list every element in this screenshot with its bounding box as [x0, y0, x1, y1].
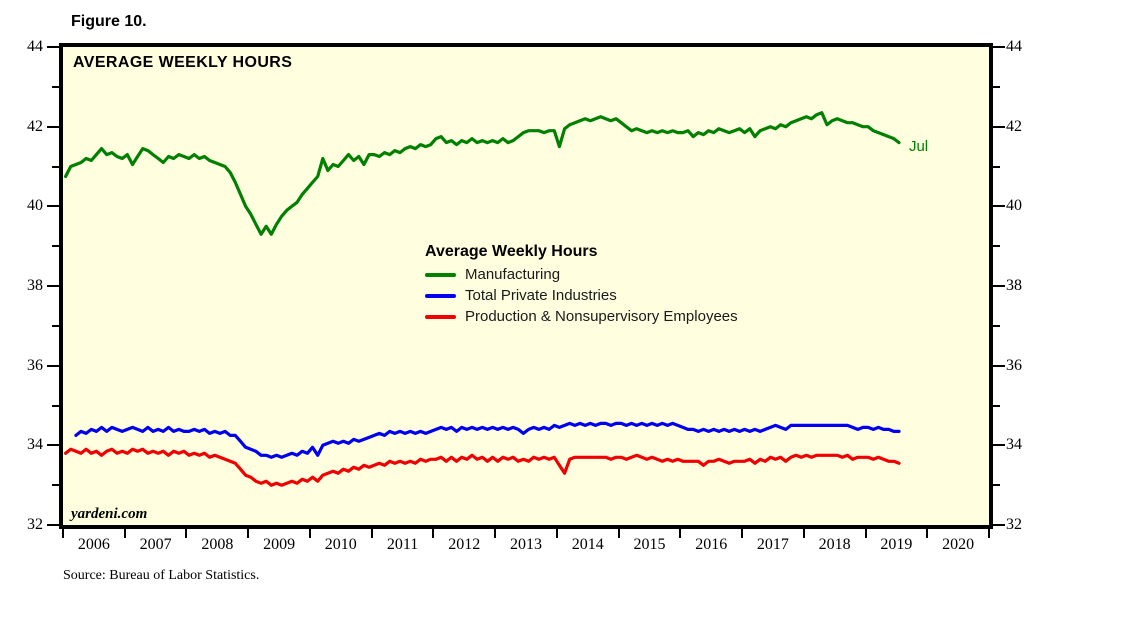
y-axis-tick: [993, 444, 1005, 447]
source-note: Source: Bureau of Labor Statistics.: [63, 568, 260, 583]
x-axis-tick: [185, 529, 188, 538]
x-axis-tick: [247, 529, 250, 538]
legend-label-production: Production & Nonsupervisory Employees: [465, 308, 738, 325]
y-axis-tick: [47, 364, 59, 367]
y-axis-tick: [993, 245, 1000, 248]
y-axis-label-left: 42: [27, 117, 43, 135]
x-axis-label: 2006: [77, 536, 110, 553]
y-axis-tick: [47, 524, 59, 526]
y-axis-label-left: 38: [27, 277, 43, 294]
y-axis-tick: [993, 324, 1000, 327]
y-axis-label-right: 36: [1006, 356, 1022, 374]
x-axis-tick: [308, 529, 311, 538]
x-axis-tick: [679, 529, 682, 538]
legend: Average Weekly Hours Manufacturing Total…: [425, 243, 738, 327]
x-axis-label: 2014: [571, 536, 604, 553]
figure-label: Figure 10.: [71, 13, 147, 30]
y-axis-label-left: 36: [27, 356, 43, 374]
series-lines: [63, 111, 901, 487]
y-axis-tick: [47, 444, 59, 447]
legend-title: Average Weekly Hours: [425, 243, 598, 260]
legend-entry-manufacturing: Manufacturing: [425, 264, 738, 285]
y-axis-label-right: 40: [1006, 197, 1022, 215]
y-axis-tick: [52, 245, 59, 248]
x-axis-label: 2015: [633, 536, 666, 553]
legend-entry-production: Production & Nonsupervisory Employees: [425, 306, 738, 327]
manufacturing-line-swatch: [425, 272, 456, 277]
total-private-line-swatch: [425, 293, 456, 298]
x-axis-label: 2020: [942, 536, 975, 553]
y-axis-label-left: 40: [27, 197, 43, 215]
y-axis-tick: [993, 205, 1005, 208]
y-axis-label-left: 34: [27, 436, 43, 454]
x-axis-tick: [864, 529, 867, 538]
x-axis-label: 2009: [263, 536, 296, 553]
y-axis-tick: [47, 125, 59, 128]
x-axis-label: 2017: [756, 536, 789, 553]
x-axis-tick: [62, 529, 64, 538]
x-axis-tick: [741, 529, 744, 538]
watermark: yardeni.com: [71, 506, 148, 522]
y-axis-tick: [993, 524, 1005, 526]
x-axis-tick: [926, 529, 929, 538]
y-axis-tick: [993, 46, 1005, 48]
y-axis-tick: [47, 46, 59, 48]
x-axis-label: 2019: [880, 536, 913, 553]
x-axis-label: 2010: [324, 536, 357, 553]
legend-label-total-private: Total Private Industries: [465, 287, 617, 304]
plot-area: AVERAGE WEEKLY HOURS Average Weekly Hour…: [59, 43, 993, 529]
last-point-label: Jul: [908, 137, 929, 155]
y-axis-tick: [52, 165, 59, 168]
x-axis-tick: [123, 529, 126, 538]
y-axis-tick: [993, 364, 1005, 367]
x-axis-tick: [617, 529, 620, 538]
x-axis-label: 2018: [818, 536, 851, 553]
x-axis-tick: [802, 529, 805, 538]
series-line-1: [74, 421, 901, 459]
y-axis-label-right: 32: [1006, 516, 1022, 533]
x-axis-label: 2008: [201, 536, 234, 553]
y-axis-tick: [52, 484, 59, 487]
x-axis-label: 2013: [510, 536, 542, 553]
production-line-swatch: [425, 314, 456, 319]
x-axis-tick: [432, 529, 435, 538]
x-axis-label: 2011: [386, 536, 419, 553]
legend-entry-total-private: Total Private Industries: [425, 285, 738, 306]
x-axis-tick: [494, 529, 497, 538]
y-axis-tick: [993, 85, 1000, 88]
y-axis-label-right: 44: [1006, 38, 1022, 55]
x-axis-tick: [988, 529, 990, 538]
y-axis-tick: [52, 85, 59, 88]
series-line-2: [63, 447, 901, 487]
y-axis-label-left: 44: [27, 38, 43, 55]
y-axis-tick: [993, 165, 1000, 168]
legend-label-manufacturing: Manufacturing: [465, 266, 561, 283]
y-axis-label-right: 34: [1006, 436, 1022, 454]
y-axis-tick: [993, 125, 1005, 128]
y-axis-tick: [993, 404, 1000, 407]
y-axis-tick: [993, 484, 1000, 487]
x-axis-tick: [370, 529, 373, 538]
y-axis-label-right: 38: [1006, 277, 1022, 294]
y-axis-label-left: 32: [27, 516, 43, 533]
chart-title: AVERAGE WEEKLY HOURS: [73, 54, 293, 71]
y-axis-tick: [47, 285, 59, 287]
y-axis-label-right: 42: [1006, 117, 1022, 135]
y-axis-tick: [52, 404, 59, 407]
x-axis-label: 2012: [448, 536, 481, 553]
x-axis-tick: [555, 529, 558, 538]
x-axis-label: 2016: [695, 536, 728, 553]
y-axis-tick: [47, 205, 59, 208]
y-axis-tick: [52, 324, 59, 327]
x-axis-label: 2007: [139, 536, 172, 553]
series-line-0: [63, 111, 901, 236]
y-axis-tick: [993, 285, 1005, 287]
